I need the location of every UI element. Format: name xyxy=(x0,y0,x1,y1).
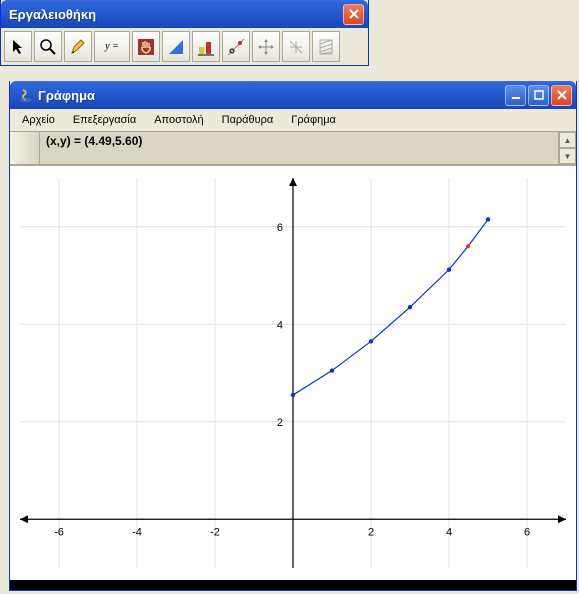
grab-tool[interactable] xyxy=(132,31,160,62)
menu-αποστολή[interactable]: Αποστολή xyxy=(146,111,211,129)
plot-canvas: -6 -4 -2 2 4 6 2 4 6 xyxy=(10,166,576,580)
minimize-button[interactable] xyxy=(505,85,526,106)
graph-titlebar[interactable]: Γράφημα xyxy=(10,81,576,109)
coordinate-bar: (x,y) = (4.49,5.60) ▲ ▼ xyxy=(10,131,576,165)
magnify-tool[interactable] xyxy=(34,31,62,62)
graph-menubar: ΑρχείοΕπεξεργασίαΑποστολήΠαράθυραΓράφημα xyxy=(10,109,576,131)
menu-επεξεργασία[interactable]: Επεξεργασία xyxy=(65,111,144,129)
barchart-tool[interactable] xyxy=(192,31,220,62)
toolbox-window: Εργαλειοθήκη y = xyxy=(0,0,369,66)
pointer-tool[interactable] xyxy=(4,31,32,62)
svg-text:4: 4 xyxy=(277,319,283,331)
svg-text:6: 6 xyxy=(277,222,283,234)
toolbox-toolbar: y = xyxy=(1,28,368,65)
coordinate-readout: (x,y) = (4.49,5.60) xyxy=(40,132,558,164)
toolbox-close-button[interactable] xyxy=(343,4,364,25)
close-button[interactable] xyxy=(551,85,572,106)
toolbox-titlebar[interactable]: Εργαλειοθήκη xyxy=(1,0,368,28)
pencil-tool[interactable] xyxy=(64,31,92,62)
menu-γράφημα[interactable]: Γράφημα xyxy=(283,111,344,129)
tangent-tool[interactable] xyxy=(222,31,250,62)
toolbox-title: Εργαλειοθήκη xyxy=(9,7,343,22)
menu-παράθυρα[interactable]: Παράθυρα xyxy=(214,111,282,129)
coord-tab[interactable] xyxy=(10,132,40,164)
svg-text:6: 6 xyxy=(524,526,530,538)
move-tool[interactable] xyxy=(252,31,280,62)
function-tool[interactable]: y = xyxy=(94,31,130,62)
coord-stepper: ▲ ▼ xyxy=(558,132,576,164)
menu-αρχείο[interactable]: Αρχείο xyxy=(14,111,63,129)
hatch-tool[interactable] xyxy=(312,31,340,62)
coord-step-up[interactable]: ▲ xyxy=(559,132,576,148)
svg-text:-4: -4 xyxy=(132,526,142,538)
plot-area[interactable]: -6 -4 -2 2 4 6 2 4 6 xyxy=(10,165,576,580)
graph-statusbar xyxy=(10,580,576,590)
svg-text:-6: -6 xyxy=(54,526,64,538)
svg-text:2: 2 xyxy=(368,526,374,538)
java-icon xyxy=(18,87,34,103)
grid-tool[interactable] xyxy=(282,31,310,62)
svg-text:4: 4 xyxy=(446,526,452,538)
coord-step-down[interactable]: ▼ xyxy=(559,148,576,164)
maximize-button[interactable] xyxy=(528,85,549,106)
triangle-tool[interactable] xyxy=(162,31,190,62)
graph-title: Γράφημα xyxy=(38,88,505,103)
graph-window: Γράφημα ΑρχείοΕπεξεργασίαΑποστολήΠαράθυρ… xyxy=(9,81,577,591)
svg-text:2: 2 xyxy=(277,417,283,429)
svg-text:-2: -2 xyxy=(210,526,220,538)
